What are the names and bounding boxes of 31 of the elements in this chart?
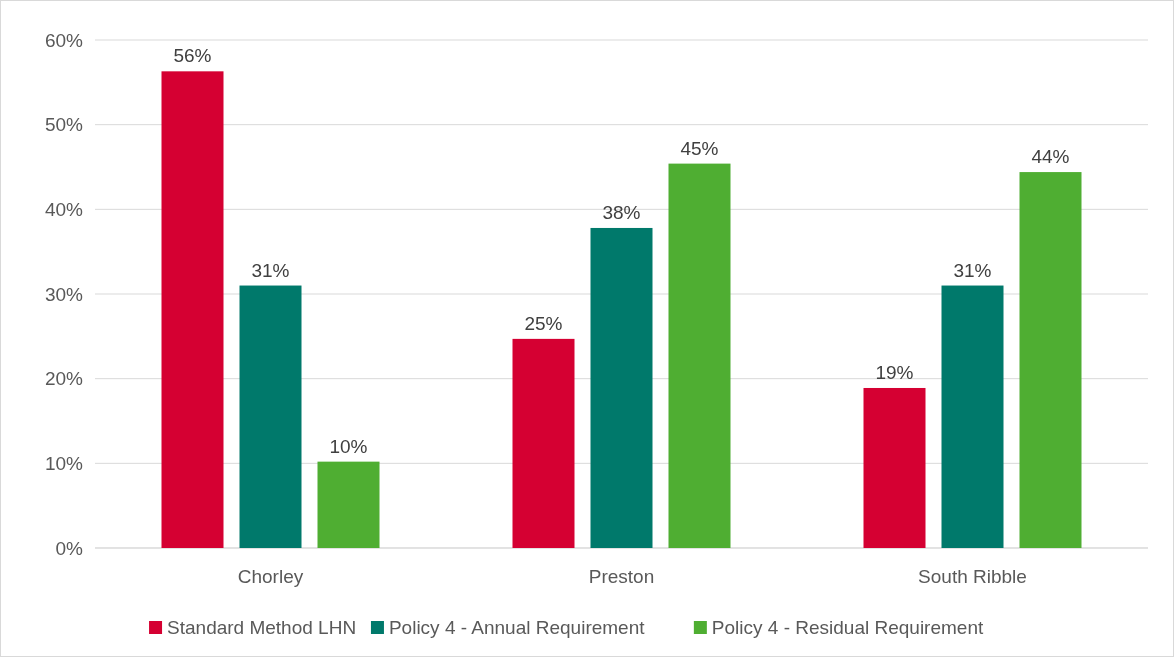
legend-label: Policy 4 - Residual Requirement — [711, 616, 984, 638]
data-label: 25% — [524, 312, 563, 334]
x-tick-label: Preston — [588, 566, 655, 587]
data-label: 56% — [173, 45, 212, 67]
data-label: 31% — [251, 259, 290, 281]
bar — [161, 71, 224, 548]
bar — [590, 227, 653, 548]
y-tick-label: 20% — [44, 368, 84, 390]
data-label: 31% — [953, 259, 992, 281]
y-tick-label: 0% — [55, 537, 84, 559]
y-tick-label: 60% — [44, 29, 84, 51]
legend-label: Policy 4 - Annual Requirement — [388, 616, 646, 638]
x-tick-label: Chorley — [237, 566, 304, 587]
bar — [239, 285, 302, 548]
x-tick-label: South Ribble — [918, 566, 1027, 587]
bar — [668, 163, 731, 548]
bar — [863, 387, 926, 548]
data-label: 38% — [602, 201, 641, 223]
y-tick-label: 10% — [44, 452, 84, 474]
bar — [1019, 172, 1082, 548]
y-tick-label: 50% — [44, 114, 84, 136]
legend-label: Standard Method LHN — [167, 616, 357, 638]
bar — [941, 285, 1004, 548]
data-label: 10% — [329, 435, 368, 457]
y-tick-label: 40% — [44, 198, 84, 220]
data-label: 19% — [875, 361, 914, 383]
data-label: 44% — [1031, 146, 1070, 168]
y-tick-label: 30% — [44, 283, 84, 305]
bar — [512, 338, 575, 548]
bar — [317, 461, 380, 548]
data-label: 45% — [680, 137, 719, 159]
